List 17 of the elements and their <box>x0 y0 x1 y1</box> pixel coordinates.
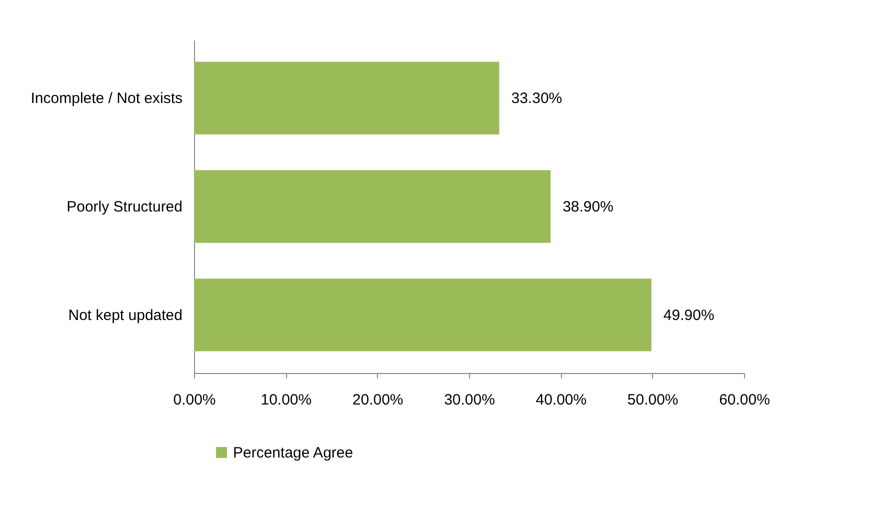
x-tick-label: 50.00% <box>627 392 678 408</box>
legend-label: Percentage Agree <box>233 444 354 462</box>
x-tick-label: 0.00% <box>173 392 216 408</box>
bar <box>194 278 652 352</box>
bar <box>194 170 551 243</box>
y-tick-label: Incomplete / Not exists <box>30 90 182 108</box>
x-tick-label: 10.00% <box>260 392 312 408</box>
x-tick-label: 60.00% <box>719 392 770 408</box>
x-tick-label: 30.00% <box>444 392 495 408</box>
y-tick-label: Poorly Structured <box>66 198 182 216</box>
data-label: 49.90% <box>663 306 714 324</box>
data-label: 33.30% <box>511 90 562 108</box>
y-tick-label: Not kept updated <box>68 306 182 324</box>
x-tick-label: 40.00% <box>536 392 587 408</box>
bar <box>194 62 500 134</box>
data-label: 38.90% <box>562 198 614 216</box>
x-tick-label: 20.00% <box>352 392 404 408</box>
